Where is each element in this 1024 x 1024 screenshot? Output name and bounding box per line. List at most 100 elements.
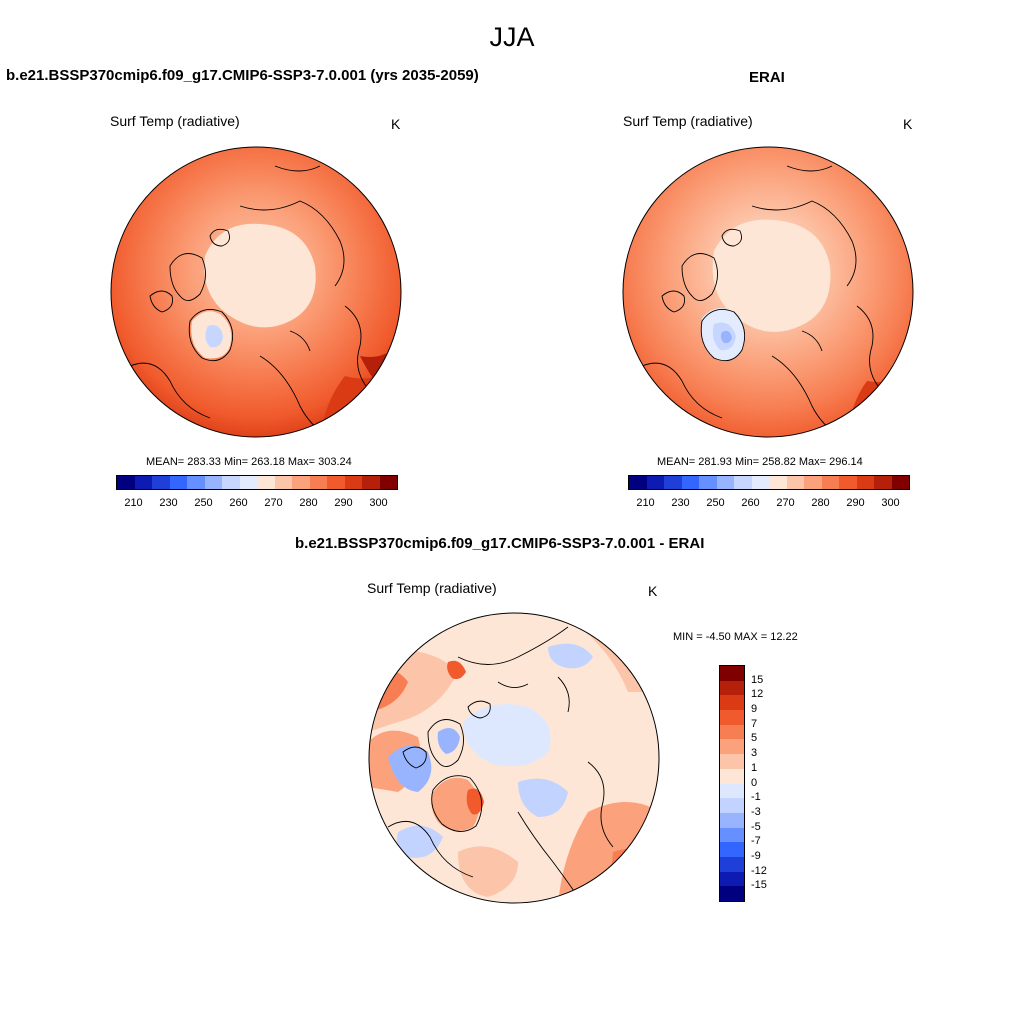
colorbar-swatch	[699, 476, 717, 489]
colorbar-tick-label: 250	[706, 497, 725, 509]
colorbar-swatch	[720, 768, 744, 784]
colorbar-swatch	[720, 798, 744, 813]
colorbar-tick-label: 300	[369, 497, 388, 509]
diff-variable-label: Surf Temp (radiative)	[367, 580, 497, 596]
colorbar-tick-label: 300	[881, 497, 900, 509]
colorbar-swatch	[664, 476, 682, 489]
colorbar-swatch	[720, 695, 744, 711]
colorbar-swatch	[362, 476, 380, 489]
model-units-label: K	[391, 116, 401, 132]
colorbar-tick-label: 290	[846, 497, 865, 509]
colorbar-swatch	[222, 476, 240, 489]
colorbar-swatch	[720, 827, 744, 843]
colorbar-swatch	[204, 476, 222, 489]
colorbar-swatch	[646, 476, 664, 489]
obs-variable-label: Surf Temp (radiative)	[623, 113, 753, 129]
colorbar-swatch	[187, 476, 205, 489]
colorbar-tick-label: 290	[334, 497, 353, 509]
colorbar-swatch	[274, 476, 292, 489]
colorbar-tick-label: -3	[751, 805, 761, 818]
colorbar-swatch	[117, 476, 135, 489]
colorbar-swatch	[720, 754, 744, 769]
colorbar-swatch	[344, 476, 362, 489]
colorbar-swatch	[734, 476, 752, 489]
colorbar-tick-label: 260	[229, 497, 248, 509]
colorbar-swatch	[134, 476, 152, 489]
obs-stats: MEAN= 281.93 Min= 258.82 Max= 296.14	[657, 456, 863, 468]
colorbar-swatch	[720, 710, 744, 725]
diff-colorbar-ticks: 15 12 9 7 5 3 1 0 -1 -3 -5 -7 -9 -12 -15	[751, 665, 791, 900]
colorbar-swatch	[786, 476, 804, 489]
colorbar-tick-label: -12	[751, 864, 767, 877]
colorbar-swatch	[309, 476, 327, 489]
diff-panel-title: b.e21.BSSP370cmip6.f09_g17.CMIP6-SSP3-7.…	[295, 535, 705, 552]
colorbar-swatch	[379, 476, 397, 489]
colorbar-swatch	[720, 724, 744, 740]
colorbar-tick-label: 280	[811, 497, 830, 509]
diff-stats: MIN = -4.50 MAX = 12.22	[673, 631, 798, 643]
model-colorbar	[116, 475, 398, 490]
colorbar-swatch	[720, 666, 744, 681]
colorbar-swatch	[720, 680, 744, 696]
colorbar-swatch	[292, 476, 310, 489]
colorbar-tick-label: 1	[751, 761, 758, 774]
colorbar-tick-label: 230	[671, 497, 690, 509]
colorbar-swatch	[152, 476, 170, 489]
colorbar-tick-label: 210	[124, 497, 143, 509]
obs-colorbar	[628, 475, 910, 490]
colorbar-tick-label: 15	[751, 673, 764, 686]
diff-colorbar	[719, 665, 745, 902]
model-colorbar-ticks: 210 230 250 260 270 280 290 300	[116, 497, 396, 511]
colorbar-tick-label: 260	[741, 497, 760, 509]
model-stats: MEAN= 283.33 Min= 263.18 Max= 303.24	[146, 456, 352, 468]
colorbar-tick-label: -7	[751, 835, 761, 848]
colorbar-swatch	[720, 812, 744, 828]
colorbar-tick-label: 0	[751, 776, 758, 789]
colorbar-swatch	[629, 476, 647, 489]
obs-units-label: K	[903, 116, 913, 132]
colorbar-swatch	[239, 476, 257, 489]
colorbar-tick-label: 7	[751, 717, 758, 730]
colorbar-tick-label: -5	[751, 820, 761, 833]
colorbar-tick-label: -15	[751, 879, 767, 892]
obs-colorbar-ticks: 210 230 250 260 270 280 290 300	[628, 497, 908, 511]
colorbar-tick-label: 280	[299, 497, 318, 509]
colorbar-swatch	[769, 476, 787, 489]
colorbar-swatch	[720, 739, 744, 755]
colorbar-swatch	[804, 476, 822, 489]
model-panel-title: b.e21.BSSP370cmip6.f09_g17.CMIP6-SSP3-7.…	[6, 67, 479, 84]
model-variable-label: Surf Temp (radiative)	[110, 113, 240, 129]
colorbar-swatch	[751, 476, 769, 489]
figure-title: JJA	[489, 22, 535, 52]
colorbar-swatch	[169, 476, 187, 489]
colorbar-swatch	[720, 856, 744, 872]
colorbar-tick-label: 230	[159, 497, 178, 509]
model-polar-map	[110, 146, 402, 438]
obs-panel-title: ERAI	[749, 69, 785, 86]
diff-units-label: K	[648, 583, 658, 599]
diff-polar-map	[368, 612, 660, 904]
colorbar-swatch	[720, 871, 744, 887]
colorbar-swatch	[821, 476, 839, 489]
colorbar-tick-label: 250	[194, 497, 213, 509]
colorbar-tick-label: 5	[751, 732, 758, 745]
colorbar-swatch	[327, 476, 345, 489]
colorbar-tick-label: 3	[751, 747, 758, 760]
colorbar-tick-label: 9	[751, 703, 758, 716]
colorbar-swatch	[716, 476, 734, 489]
colorbar-swatch	[257, 476, 275, 489]
colorbar-tick-label: 210	[636, 497, 655, 509]
colorbar-tick-label: 270	[264, 497, 283, 509]
colorbar-swatch	[891, 476, 909, 489]
colorbar-swatch	[856, 476, 874, 489]
colorbar-tick-label: -9	[751, 849, 761, 862]
obs-polar-map	[622, 146, 914, 438]
colorbar-swatch	[839, 476, 857, 489]
colorbar-swatch	[720, 842, 744, 857]
colorbar-tick-label: 270	[776, 497, 795, 509]
colorbar-swatch	[720, 783, 744, 799]
colorbar-swatch	[720, 886, 744, 901]
colorbar-swatch	[874, 476, 892, 489]
colorbar-swatch	[681, 476, 699, 489]
colorbar-tick-label: 12	[751, 688, 764, 701]
